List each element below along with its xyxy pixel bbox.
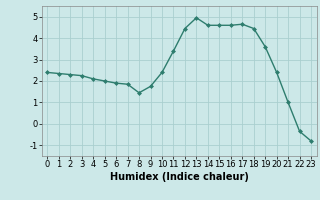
X-axis label: Humidex (Indice chaleur): Humidex (Indice chaleur) [110, 172, 249, 182]
